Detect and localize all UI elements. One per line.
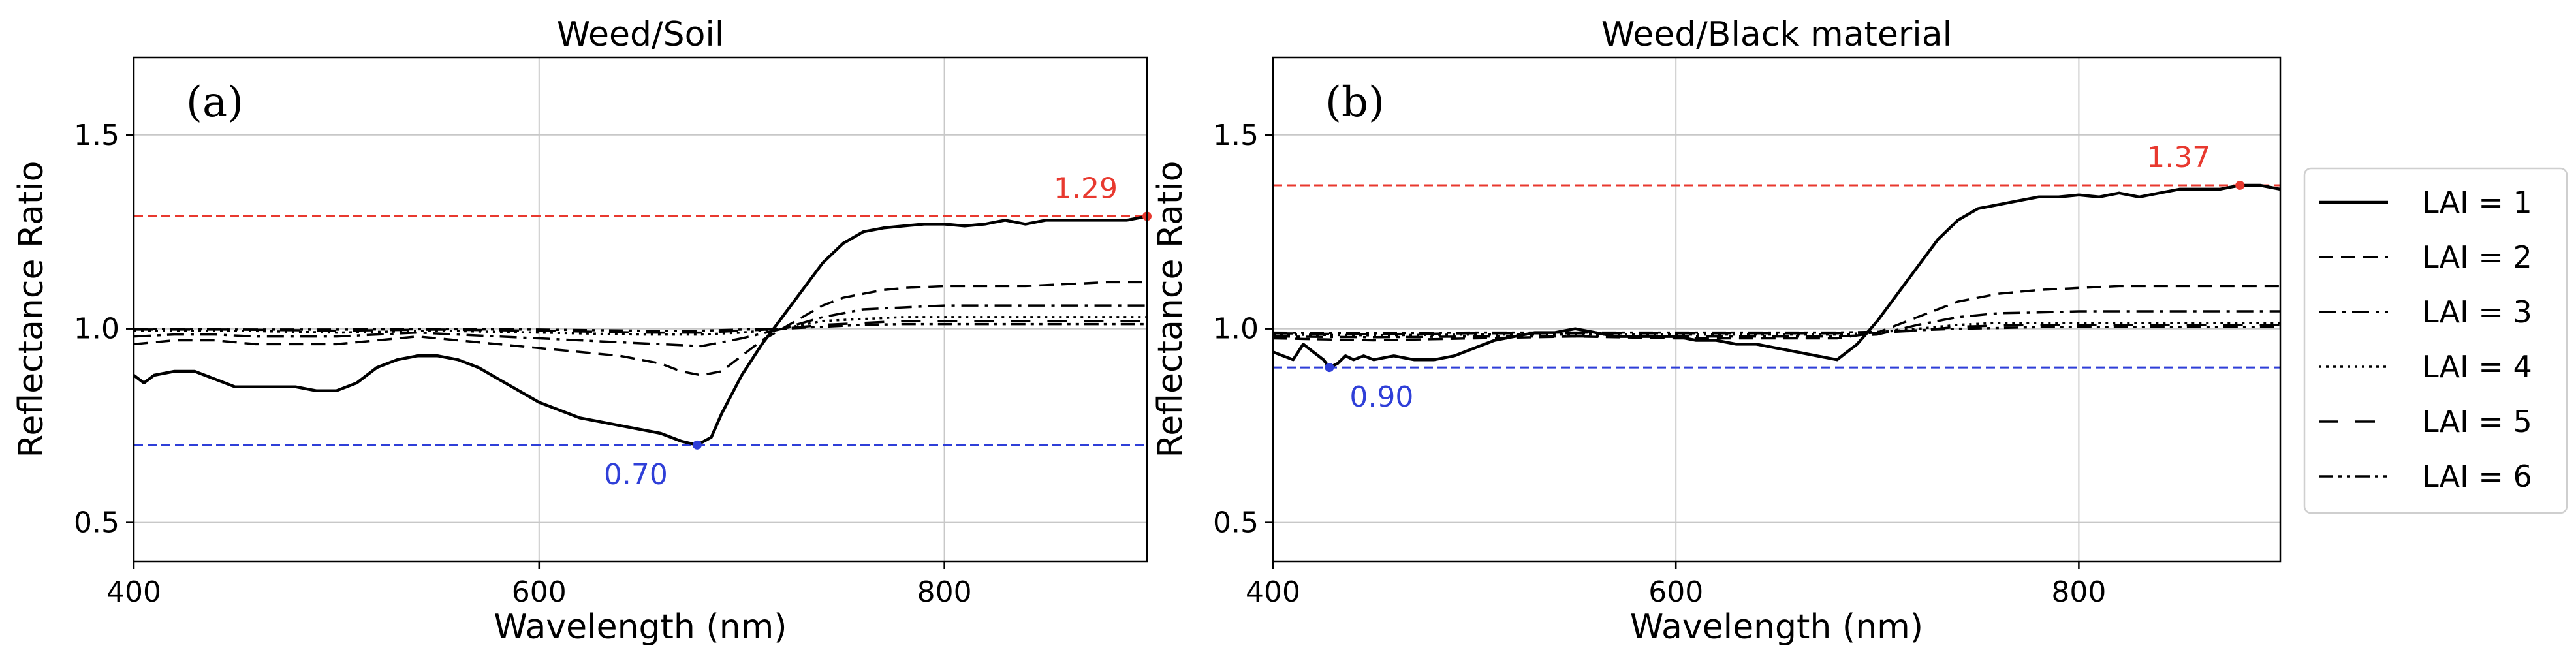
min-marker [1325,363,1334,373]
x-tick-label: 600 [1648,576,1703,609]
series-line-lai-3 [1272,310,2280,339]
series-line-lai-6 [133,322,1147,332]
legend-label-lai-5: LAI = 5 [2422,404,2532,439]
panel-a: 1.29 0.70 400 600 800 0.5 1.0 1.5 Weed/Soil Wavel… [12,15,1152,647]
legend-box [2303,167,2568,514]
y-tick-label: 1.5 [1213,119,1259,152]
legend-label-lai-1: LAI = 1 [2422,185,2532,220]
series-line-lai-2 [133,281,1147,377]
legend-label-lai-3: LAI = 3 [2422,294,2532,330]
series-line-lai-5 [134,320,1147,334]
max-value-label: 1.29 [1054,172,1118,205]
panel-label: (a) [186,78,243,127]
chart-title: Weed/Black material [1601,15,1952,54]
panel-b: 1.37 0.90 400 600 800 0.5 1.0 1.5 Weed/Black mat… [1151,15,2282,647]
y-tick-label: 1.0 [1213,313,1259,346]
y-axis-label: Reflectance Ratio [1151,161,1190,458]
y-tick-label: 0.5 [74,506,119,540]
series-line-lai-1 [1272,183,2281,369]
max-value-label: 1.37 [2146,141,2210,174]
max-marker [2235,180,2245,190]
legend: LAI = 1 LAI = 2 LAI = 3 LAI = 4 LAI = 5 LAI =… [2303,167,2568,514]
x-axis-label: Wavelength (nm) [1630,608,1923,647]
plot-frame [1272,56,2282,563]
series-line-lai-5 [1272,324,2280,335]
chart-title: Weed/Soil [557,15,725,54]
panel-label: (b) [1325,78,1385,127]
y-tick-label: 1.5 [74,119,119,152]
legend-label-lai-4: LAI = 4 [2422,349,2532,384]
min-value-label: 0.90 [1349,380,1413,414]
x-tick-label: 600 [512,576,567,609]
x-tick-label: 800 [2051,576,2106,609]
y-tick-label: 0.5 [1213,506,1259,540]
legend-label-lai-2: LAI = 2 [2422,240,2532,275]
series-line-lai-1 [133,215,1148,447]
series-line-lai-3 [133,304,1147,348]
plot-frame [133,56,1148,563]
y-axis-label: Reflectance Ratio [12,161,51,458]
x-tick-label: 400 [106,576,161,609]
x-axis-label: Wavelength (nm) [494,608,787,647]
min-value-label: 0.70 [604,458,668,491]
y-tick-label: 1.0 [74,313,119,346]
x-tick-label: 800 [917,576,972,609]
min-marker [692,440,702,450]
x-tick-label: 400 [1246,576,1300,609]
legend-label-lai-6: LAI = 6 [2422,459,2532,494]
series-line-lai-4 [134,316,1147,336]
